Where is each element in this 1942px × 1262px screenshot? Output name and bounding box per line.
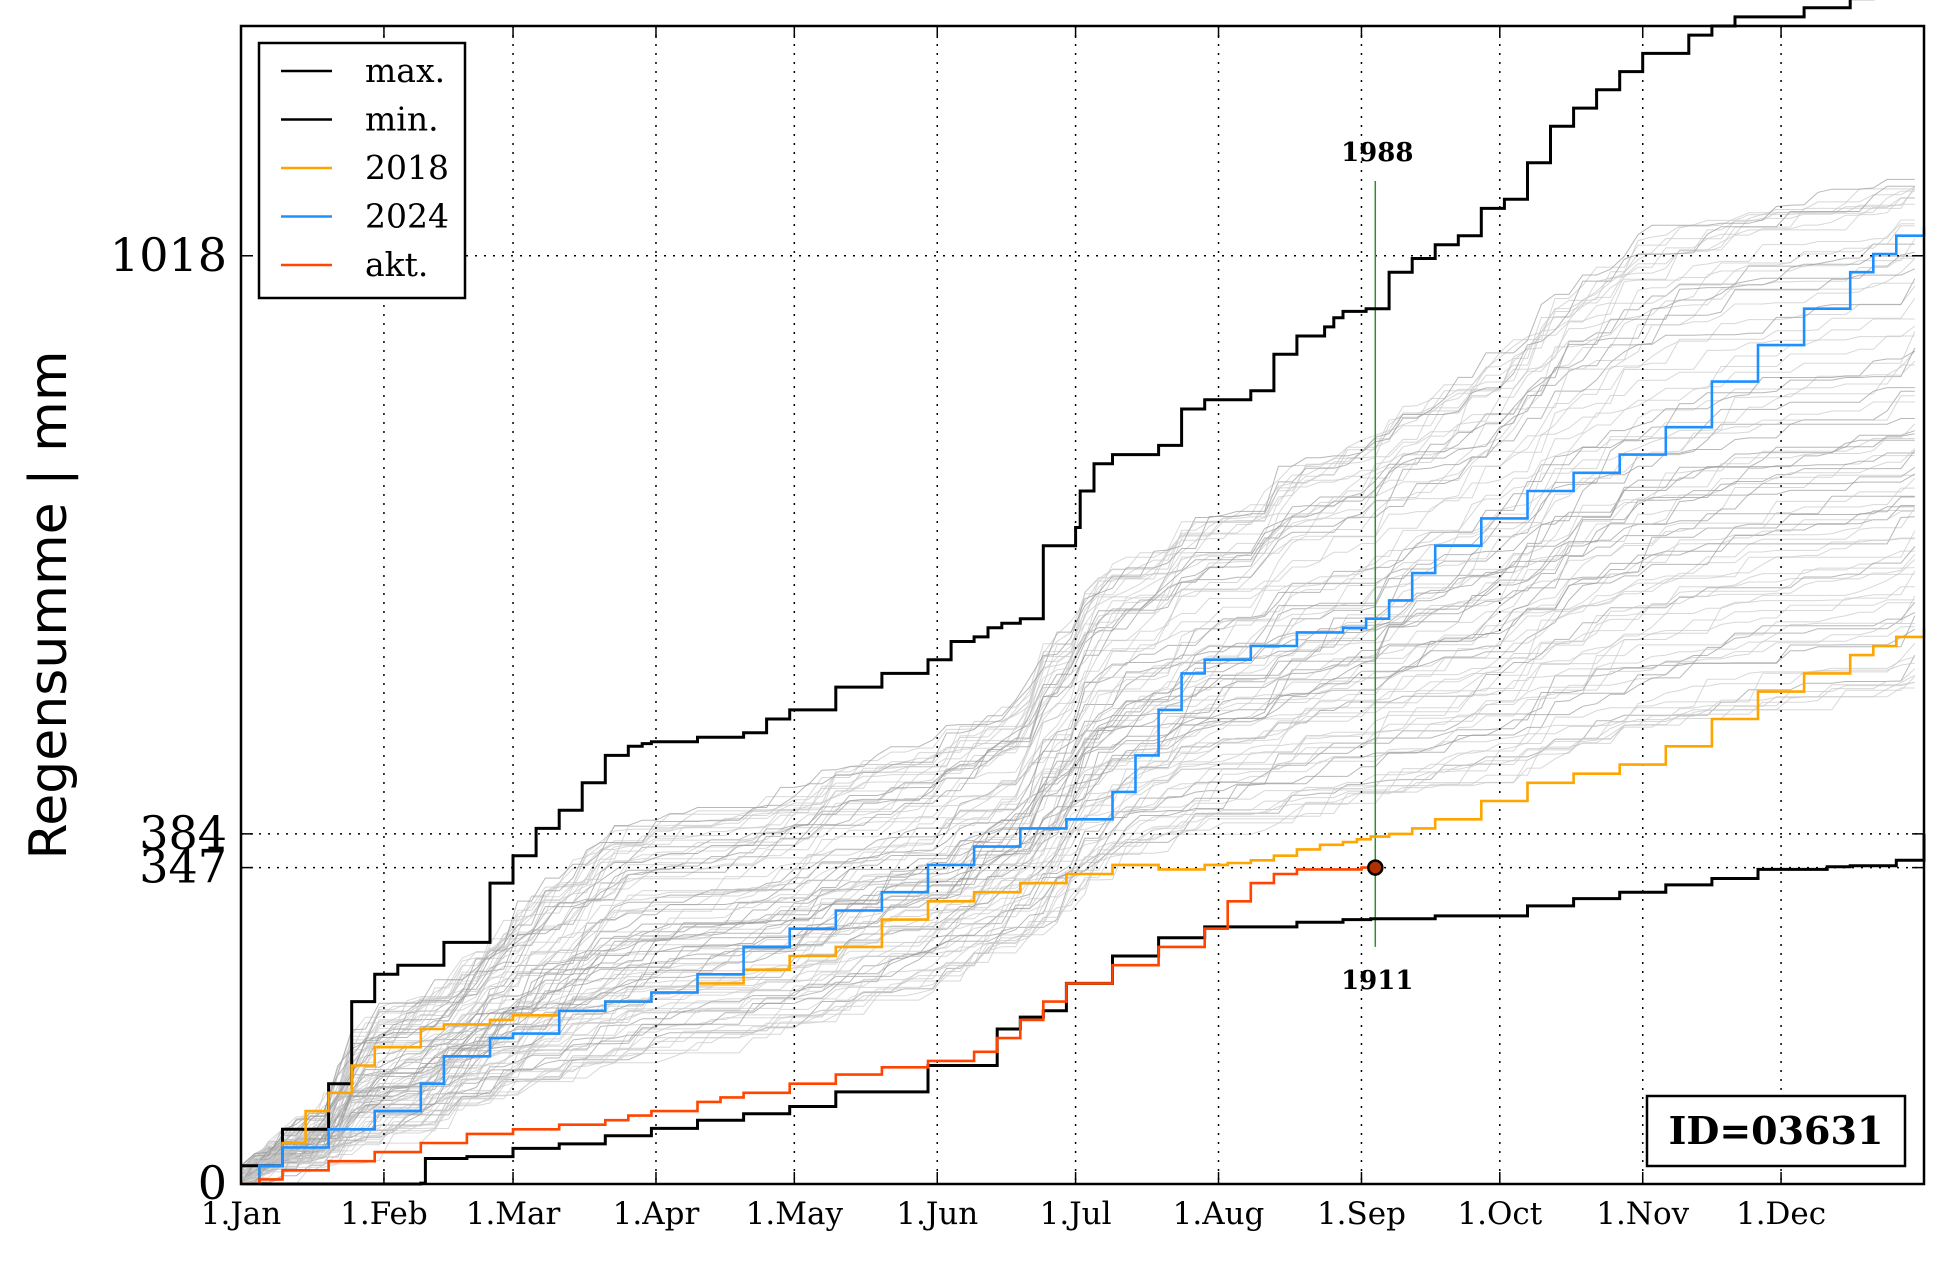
x-tick-label: 1.Jan: [201, 1196, 281, 1232]
background-year-line: [240, 656, 1915, 1167]
plot-frame: [239, 24, 1926, 1186]
current-value-point: [1367, 859, 1384, 876]
legend-box: [257, 41, 467, 300]
background-year-line: [240, 538, 1915, 1167]
historical-years-background: [240, 178, 1916, 1185]
x-tick-label: 1.Sep: [1317, 1196, 1406, 1232]
legend-label: max.: [365, 51, 445, 90]
x-tick-label: 1.Apr: [613, 1196, 700, 1232]
background-year-line: [240, 335, 1915, 1167]
background-year-line: [240, 185, 1916, 1181]
station-id-box: ID=03631: [1645, 1094, 1907, 1168]
background-year-line: [240, 466, 1916, 1185]
y-tick-label: 347: [139, 840, 227, 894]
background-year-line: [240, 573, 1915, 1185]
background-year-line: [241, 595, 1916, 1172]
background-year-line: [240, 395, 1915, 1180]
background-year-line: [240, 178, 1915, 1167]
background-year-line: [240, 623, 1915, 1185]
background-year-line: [240, 681, 1915, 1177]
x-tick-label: 1.Feb: [340, 1196, 428, 1232]
legend-label: akt.: [365, 245, 428, 284]
x-tick-label: 1.Aug: [1173, 1196, 1265, 1232]
background-year-line: [240, 570, 1916, 1185]
background-year-line: [241, 188, 1915, 1167]
background-year-line: [240, 278, 1916, 1167]
background-year-line: [240, 448, 1916, 1171]
background-year-line: [240, 438, 1915, 1185]
background-year-line: [240, 662, 1915, 1182]
background-year-line: [240, 298, 1916, 1167]
series-line-max: [241, 0, 1875, 1168]
background-year-line: [240, 390, 1915, 1167]
series-line-2024: [241, 226, 1926, 1186]
background-year-line: [241, 450, 1916, 1179]
background-year-line: [240, 331, 1916, 1185]
y-tick-label: 1018: [110, 228, 227, 282]
background-year-line: [240, 203, 1915, 1185]
y-axis-title: Regensumme | mm: [19, 351, 79, 860]
background-year-line: [240, 350, 1916, 1176]
background-year-line: [240, 347, 1916, 1185]
background-year-line: [241, 506, 1915, 1167]
background-year-line: [240, 225, 1915, 1185]
x-tick-label: 1.Mar: [466, 1196, 561, 1232]
background-year-line: [240, 477, 1916, 1185]
background-year-line: [240, 553, 1916, 1177]
series-line-akt: [241, 866, 1371, 1186]
background-year-line: [240, 550, 1915, 1185]
background-year-line: [240, 495, 1915, 1185]
x-axis: 1.Jan 1.Feb 1.Mar 1.Apr 1.May 1.Jun 1.Jul 1.Aug…: [201, 26, 1826, 1232]
max-year-label: 1988: [1341, 138, 1413, 168]
background-year-line: [241, 251, 1915, 1167]
background-year-line: [240, 567, 1915, 1185]
background-year-line: [240, 628, 1916, 1185]
x-tick-label: 1.Nov: [1596, 1196, 1689, 1232]
y-tick-label: 384: [139, 806, 227, 860]
x-tick-label: 1.May: [746, 1196, 844, 1232]
background-year-line: [241, 537, 1915, 1185]
background-year-line: [241, 433, 1915, 1167]
annotations: 1988 1911: [1341, 138, 1413, 996]
background-year-line: [240, 190, 1915, 1179]
legend-label: min.: [365, 100, 439, 139]
background-year-line: [240, 268, 1916, 1185]
background-year-line: [240, 516, 1915, 1181]
id-box-frame: [1645, 1094, 1907, 1168]
legend-label: 2024: [365, 197, 449, 236]
background-year-line: [240, 559, 1916, 1185]
x-tick-label: 1.Dec: [1736, 1196, 1826, 1232]
background-year-line: [240, 510, 1915, 1172]
grid-lines: [383, 26, 1782, 1184]
x-tick-label: 1.Jul: [1040, 1196, 1112, 1232]
background-year-line: [240, 318, 1915, 1173]
background-year-line: [240, 188, 1916, 1175]
background-year-line: [240, 430, 1915, 1181]
background-year-line: [241, 255, 1915, 1167]
background-year-line: [240, 238, 1916, 1185]
series-line-2018: [241, 627, 1926, 1186]
series-lines: [241, 0, 1926, 1186]
legend: max. min. 2018 2024 akt.: [257, 41, 467, 300]
background-year-line: [240, 496, 1915, 1185]
x-tick-label: 1.Oct: [1457, 1196, 1542, 1232]
background-year-line: [240, 325, 1916, 1185]
background-year-line: [241, 602, 1915, 1182]
background-year-line: [240, 285, 1916, 1185]
station-id-label: ID=03631: [1669, 1108, 1884, 1153]
x-tick-label: 1.Jun: [896, 1196, 978, 1232]
background-year-line: [240, 243, 1915, 1181]
background-year-line: [241, 674, 1916, 1177]
background-year-line: [240, 223, 1915, 1185]
y-tick-label: 0: [198, 1156, 227, 1210]
background-year-line: [241, 687, 1915, 1185]
min-year-label: 1911: [1341, 966, 1413, 996]
background-year-line: [240, 257, 1915, 1179]
background-year-line: [240, 282, 1915, 1167]
legend-label: 2018: [365, 148, 449, 187]
